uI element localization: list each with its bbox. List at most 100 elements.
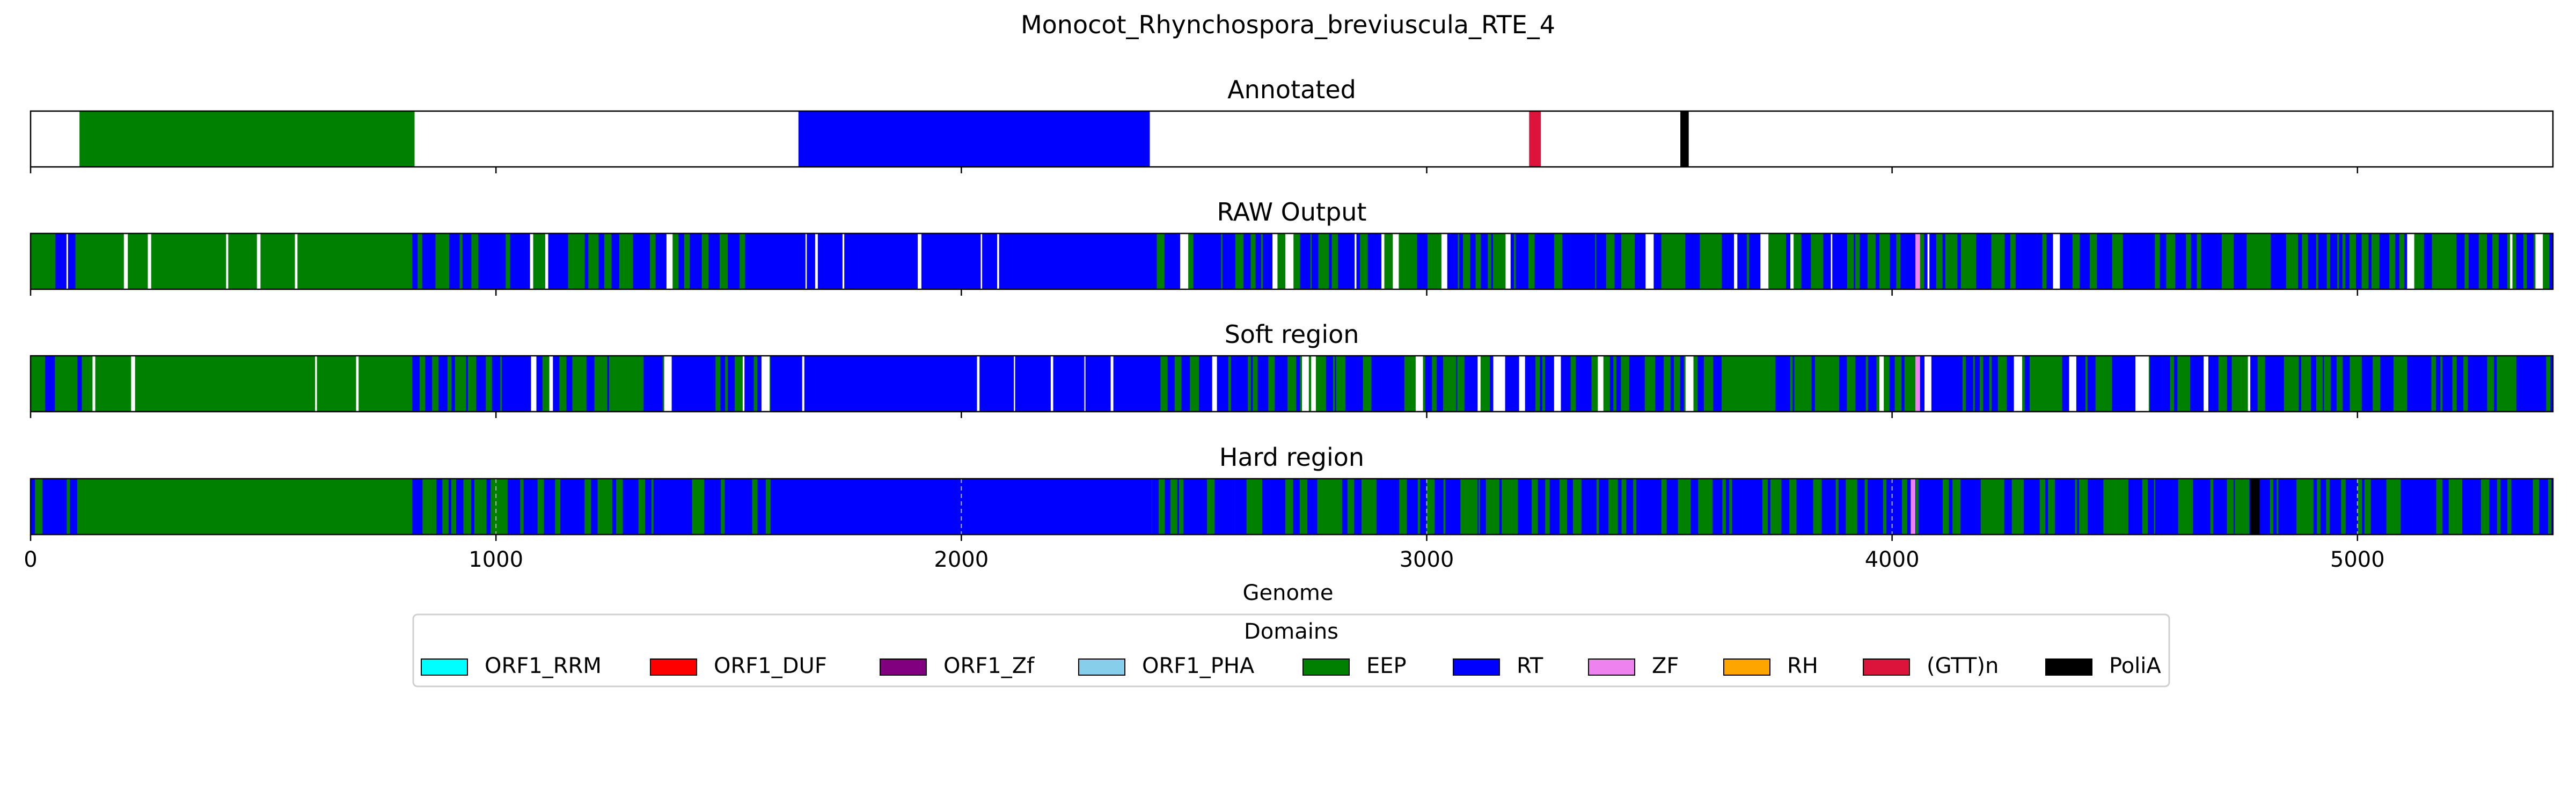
segment-mixed (2193, 479, 2200, 535)
segment-mixed (2027, 479, 2036, 535)
segment-mixed (1660, 356, 1664, 412)
chart-title: Monocot_Rhynchospora_breviuscula_RTE_4 (1021, 10, 1555, 39)
segment-mixed (726, 233, 728, 289)
segment-mixed (2483, 233, 2487, 289)
segment-mixed (1722, 356, 1728, 412)
segment-mixed (2539, 479, 2544, 535)
segment-mixed (2030, 233, 2033, 289)
segment-mixed (66, 233, 69, 289)
segment-mixed (1697, 356, 1704, 412)
x-tick-label: 0 (24, 547, 37, 572)
segment-mixed (1661, 233, 1666, 289)
segment-mixed (499, 479, 508, 535)
segment-mixed (672, 479, 679, 535)
segment-mixed (1902, 479, 1908, 535)
segment-mixed (2343, 356, 2350, 412)
segment-mixed (2038, 356, 2045, 412)
panels: Annotated RAW Output Soft region Hard regio… (30, 75, 2554, 541)
segment-mixed (1300, 356, 1302, 412)
segment-mixed (1271, 356, 1275, 412)
panel-title: Annotated (1227, 75, 1356, 104)
segment-mixed (708, 356, 716, 412)
segment-mixed (1552, 479, 1560, 535)
segment-mixed (1199, 233, 1206, 289)
x-tick-label: 3000 (1400, 547, 1454, 572)
segment-mixed (1685, 233, 1694, 289)
segment-mixed (1457, 356, 1465, 412)
segment-mixed (1728, 233, 1735, 289)
segment-mixed (1952, 479, 1961, 535)
segment-mixed (523, 479, 531, 535)
segment-mixed (1345, 356, 1350, 412)
segment-mixed (2186, 233, 2192, 289)
segment-zf (1915, 356, 1920, 412)
segment-mixed (455, 356, 460, 412)
segment-mixed (2214, 356, 2216, 412)
segment-mixed (684, 233, 690, 289)
segment-mixed (662, 356, 665, 412)
segment-mixed (2487, 356, 2494, 412)
segment-mixed (1832, 233, 1840, 289)
segment-mixed (2155, 356, 2163, 412)
segment-mixed (2014, 356, 2017, 412)
segment-mixed (1560, 479, 1568, 535)
segment-mixed (1250, 356, 1253, 412)
segment-mixed (1648, 356, 1655, 412)
segment-mixed (2442, 356, 2445, 412)
segment-mixed (486, 479, 491, 535)
segment-mixed (1666, 479, 1674, 535)
segment-mixed (2324, 233, 2327, 289)
segment-mixed (1673, 479, 1679, 535)
segment-mixed (2515, 479, 2518, 535)
segment-mixed (1481, 233, 1486, 289)
segment-mixed (2147, 233, 2151, 289)
segment-mixed (1895, 233, 1897, 289)
segment-mixed (1653, 233, 1657, 289)
segment-mixed (418, 233, 423, 289)
segment-mixed (2048, 479, 2055, 535)
segment-mixed (545, 233, 548, 289)
segment-mixed (1616, 479, 1618, 535)
segment-mixed (671, 356, 680, 412)
segment-mixed (2549, 233, 2553, 289)
segment-mixed (1243, 233, 1251, 289)
segment-mixed (707, 356, 709, 412)
segment-mixed (739, 479, 746, 535)
segment-mixed (1586, 233, 1596, 289)
panel-background (31, 111, 2553, 167)
segment-mixed (2232, 479, 2234, 535)
segment-mixed (2357, 356, 2362, 412)
segment-mixed (1655, 356, 1660, 412)
segment-mixed (1761, 479, 1763, 535)
segment-mixed (1399, 233, 1404, 289)
segment-mixed (1436, 479, 1444, 535)
segment-gap (997, 233, 999, 289)
segment-mixed (2231, 356, 2237, 412)
segment-mixed (1343, 233, 1348, 289)
segment-rt (770, 356, 1157, 412)
segment-mixed (47, 356, 53, 412)
legend-label: ZF (1652, 654, 1679, 678)
segment-mixed (1407, 356, 1416, 412)
segment-mixed (2110, 233, 2112, 289)
segment-gap (148, 233, 151, 289)
segment-mixed (2004, 233, 2011, 289)
segment-mixed (1889, 356, 1895, 412)
segment-mixed (1732, 479, 1736, 535)
segment-mixed (433, 233, 436, 289)
segment-mixed (1360, 233, 1368, 289)
segment-mixed (524, 356, 531, 412)
segment-mixed (1493, 233, 1498, 289)
segment-mixed (2494, 356, 2497, 412)
segment-mixed (664, 356, 668, 412)
segment-mixed (2440, 356, 2443, 412)
segment-mixed (2265, 479, 2271, 535)
segment-mixed (1976, 233, 1982, 289)
segment-mixed (1599, 479, 1601, 535)
segment-mixed (2485, 479, 2490, 535)
segment-mixed (1456, 356, 1458, 412)
segment-mixed (2381, 356, 2384, 412)
legend-entry: ORF1_Zf (880, 654, 1035, 678)
segment-mixed (447, 356, 450, 412)
segment-mixed (1878, 233, 1880, 289)
